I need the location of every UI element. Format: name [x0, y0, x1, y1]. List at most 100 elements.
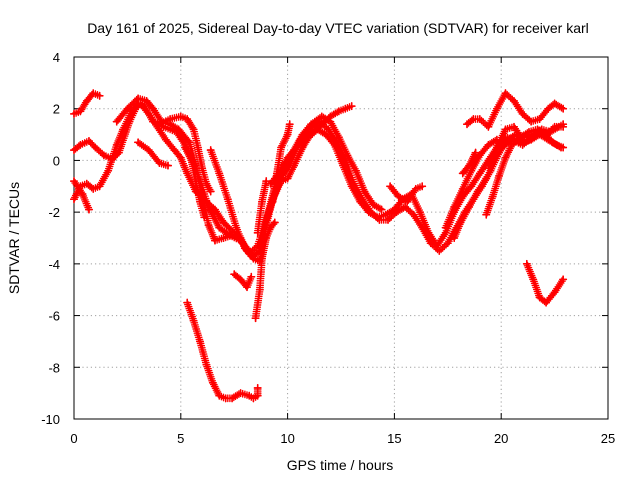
data-point — [202, 179, 211, 188]
data-point — [253, 391, 262, 400]
data-point — [193, 143, 202, 152]
data-point — [142, 96, 151, 105]
data-point — [283, 130, 292, 139]
data-point — [334, 107, 343, 116]
data-point — [456, 218, 465, 227]
y-tick-label: -10 — [41, 412, 60, 427]
data-point — [196, 337, 205, 346]
data-point — [465, 202, 474, 211]
series-s7 — [155, 112, 215, 196]
data-point — [266, 179, 275, 188]
data-point — [166, 115, 175, 124]
data-point — [501, 153, 510, 162]
data-point — [484, 122, 493, 131]
data-point — [559, 104, 568, 113]
data-point — [181, 143, 190, 152]
data-point — [467, 166, 476, 175]
grid-lines — [74, 57, 608, 419]
series-s23 — [484, 122, 527, 173]
data-point — [76, 107, 85, 116]
data-point — [283, 174, 292, 183]
data-point — [283, 153, 292, 162]
data-point — [223, 195, 232, 204]
series-s1 — [70, 89, 104, 118]
data-point — [155, 120, 164, 129]
data-point — [510, 122, 519, 131]
series-s18 — [458, 148, 480, 178]
data-point — [360, 187, 369, 196]
data-point — [189, 125, 198, 134]
data-point — [91, 143, 100, 152]
data-point — [492, 143, 501, 152]
chart-title: Day 161 of 2025, Sidereal Day-to-day VTE… — [87, 20, 589, 36]
data-point — [266, 223, 275, 232]
data-point — [341, 104, 350, 113]
y-tick-label: 0 — [53, 153, 60, 168]
data-point — [307, 120, 316, 129]
data-point — [200, 213, 209, 222]
data-point — [465, 161, 474, 170]
data-point — [418, 223, 427, 232]
y-tick-label: 4 — [53, 50, 60, 65]
data-point — [358, 195, 367, 204]
data-point — [183, 115, 192, 124]
data-point — [183, 169, 192, 178]
data-point — [484, 164, 493, 173]
series-s12 — [251, 218, 279, 323]
data-point — [458, 169, 467, 178]
x-tick-label: 15 — [387, 431, 401, 446]
data-point — [317, 112, 326, 121]
x-axis-label: GPS time / hours — [287, 457, 394, 473]
data-point — [202, 360, 211, 369]
data-point — [215, 391, 224, 400]
series-s13 — [253, 177, 271, 237]
data-point — [247, 252, 256, 261]
data-point — [215, 223, 224, 232]
data-point — [527, 117, 536, 126]
x-tick-label: 25 — [601, 431, 615, 446]
series-s22 — [497, 127, 566, 152]
series-s21 — [482, 122, 568, 219]
data-point — [441, 223, 450, 232]
data-point — [82, 96, 91, 105]
data-point — [174, 125, 183, 134]
data-point — [228, 394, 237, 403]
data-point — [112, 117, 121, 126]
data-point — [394, 192, 403, 201]
data-point — [196, 197, 205, 206]
data-point — [219, 234, 228, 242]
data-point — [471, 148, 480, 157]
data-point — [475, 169, 484, 178]
data-point — [210, 236, 219, 245]
data-point — [484, 140, 493, 149]
x-tick-labels: 0 5 10 15 20 25 — [70, 431, 615, 446]
data-point — [243, 283, 252, 292]
data-point — [501, 89, 510, 98]
series-s15 — [266, 102, 356, 188]
data-point — [206, 187, 215, 196]
data-point — [240, 244, 249, 253]
data-point — [522, 259, 531, 268]
data-point — [78, 190, 87, 199]
data-point — [475, 151, 484, 160]
data-point — [401, 202, 410, 211]
series-s10 — [183, 298, 262, 403]
data-point — [559, 122, 568, 131]
data-point — [469, 115, 478, 124]
data-point — [70, 195, 78, 204]
data-point — [559, 275, 568, 284]
data-point — [557, 143, 566, 152]
data-point — [257, 197, 266, 206]
data-point — [467, 182, 476, 191]
data-point — [518, 135, 527, 144]
data-point — [349, 179, 358, 188]
data-point — [492, 104, 501, 113]
data-point — [119, 125, 128, 134]
data-point — [262, 177, 271, 186]
data-point — [473, 187, 482, 196]
data-point — [95, 91, 104, 100]
y-tick-label: -8 — [48, 360, 60, 375]
data-point — [89, 184, 98, 193]
data-point — [529, 133, 538, 142]
data-point — [550, 122, 559, 131]
